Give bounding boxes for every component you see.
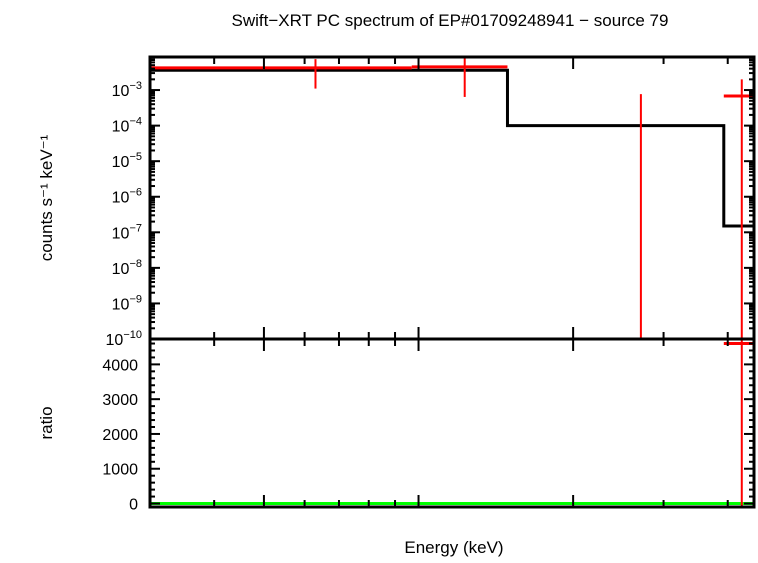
spectrum-frame (148, 55, 756, 341)
y-tick-label: 10−3 (112, 80, 142, 100)
ratio-y-tick-label: 4000 (102, 357, 138, 374)
y-tick-label: 10−6 (112, 187, 142, 207)
ratio-y-tick-label: 3000 (102, 392, 138, 409)
y-axis-label-ratio: ratio (37, 406, 56, 439)
chart-title: Swift−XRT PC spectrum of EP#01709248941 … (232, 11, 669, 30)
ratio-y-tick-label: 0 (129, 497, 138, 514)
y-axis-label-spectrum: counts s⁻¹ keV⁻¹ (37, 134, 56, 261)
y-tick-label: 10−7 (112, 222, 142, 242)
y-tick-label: 10−10 (106, 329, 142, 349)
y-tick-label: 10−4 (112, 116, 142, 136)
y-tick-label: 10−9 (112, 293, 142, 313)
model-curve (150, 68, 754, 228)
y-tick-label: 10−5 (112, 151, 142, 171)
ratio-y-tick-label: 2000 (102, 427, 138, 444)
ratio-y-tick-label: 1000 (102, 462, 138, 479)
ratio-frame (148, 337, 756, 509)
y-tick-label: 10−8 (112, 258, 142, 278)
x-axis-label: Energy (keV) (404, 538, 503, 557)
